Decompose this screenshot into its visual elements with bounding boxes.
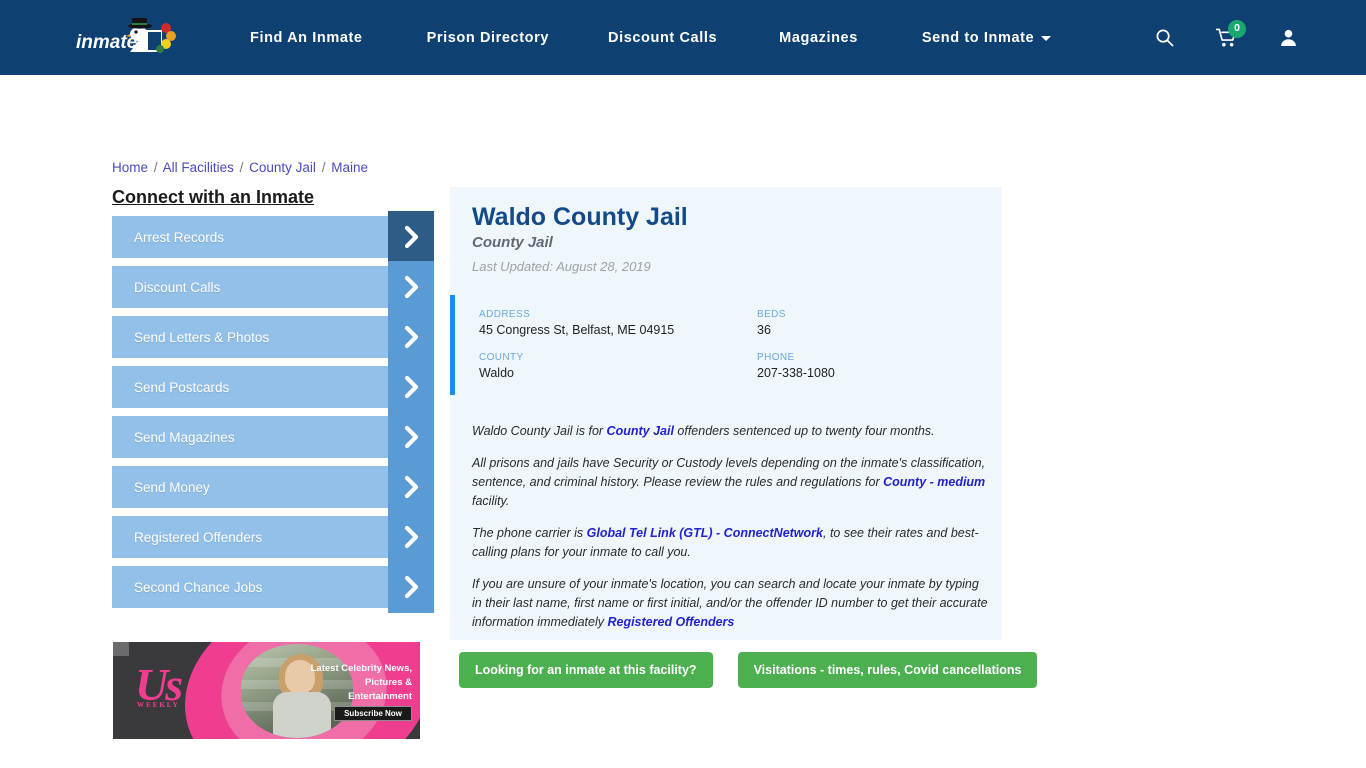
breadcrumb-separator: / [153, 160, 158, 175]
sidebar-item-label: Arrest Records [134, 229, 225, 245]
ad-photo [241, 644, 353, 738]
sidebar-item-send-postcards[interactable]: Send Postcards [112, 361, 434, 413]
nav-link-send-to-inmate-label: Send to Inmate [921, 29, 1035, 46]
sidebar-item-second-chance-jobs[interactable]: Second Chance Jobs [112, 561, 434, 613]
field-label: PHONE [757, 352, 795, 363]
field-value: Waldo [479, 366, 514, 380]
sidebar-title: Connect with an Inmate [112, 187, 315, 207]
nav-link-send-to-inmate[interactable]: Send to Inmate [921, 29, 1052, 46]
cart-badge-count: 0 [1228, 19, 1246, 38]
ad-logo-us-weekly: Us WEEKLY [135, 659, 183, 710]
chevron-right-icon[interactable] [388, 511, 434, 563]
sidebar-item-label: Second Chance Jobs [134, 579, 263, 595]
paragraph-text: Waldo County Jail is for [472, 424, 607, 438]
paragraph-text: If you are unsure of your inmate's locat… [472, 577, 988, 629]
user-icon[interactable] [1268, 18, 1308, 58]
sidebar-item-label: Send Postcards [134, 379, 230, 395]
breadcrumb: Home / All Facilities / County Jail / Ma… [112, 160, 368, 175]
field-value: 45 Congress St, Belfast, ME 04915 [479, 323, 675, 337]
breadcrumb-item-county-jail[interactable]: County Jail [249, 160, 316, 175]
field-value: 207-338-1080 [757, 366, 835, 380]
inline-link[interactable]: County - medium [883, 475, 986, 489]
facility-paragraph: If you are unsure of your inmate's locat… [472, 575, 992, 632]
chevron-down-icon [1041, 36, 1052, 41]
field-label: BEDS [757, 309, 786, 320]
facility-card: Waldo County Jail County Jail Last Updat… [450, 187, 1002, 640]
paragraph-text: facility. [472, 494, 510, 508]
chevron-right-icon[interactable] [388, 411, 434, 463]
nav-link-prison-directory[interactable]: Prison Directory [426, 29, 550, 46]
facility-paragraph: The phone carrier is Global Tel Link (GT… [472, 524, 992, 562]
page-body: Home / All Facilities / County Jail / Ma… [0, 75, 1366, 768]
sidebar-item-discount-calls[interactable]: Discount Calls [112, 261, 434, 313]
sidebar-item-send-money[interactable]: Send Money [112, 461, 434, 513]
facility-action-buttons: Looking for an inmate at this facility? … [459, 652, 1038, 688]
breadcrumb-item-maine[interactable]: Maine [331, 160, 368, 175]
cart-icon[interactable]: 0 [1206, 18, 1246, 58]
facility-field-beds: BEDS 36 [757, 309, 979, 337]
ad-corner-marker [113, 642, 129, 656]
ad-headline: Latest Celebrity News, Pictures & Entert… [310, 663, 412, 702]
sidebar-item-arrest-records[interactable]: Arrest Records [112, 211, 434, 263]
sidebar-item-label: Send Money [134, 479, 210, 495]
field-value: 36 [757, 323, 771, 337]
breadcrumb-separator: / [321, 160, 326, 175]
top-navbar: inmate Find An Inmate Prison Directory D… [0, 0, 1366, 75]
visitations-button[interactable]: Visitations - times, rules, Covid cancel… [737, 652, 1038, 688]
facility-type: County Jail [472, 234, 553, 251]
breadcrumb-separator: / [239, 160, 244, 175]
facility-description: Waldo County Jail is for County Jail off… [472, 422, 992, 645]
accent-bar [450, 295, 455, 395]
inline-link[interactable]: Global Tel Link (GTL) - ConnectNetwork [586, 526, 823, 540]
ad-logo-text: Us [135, 659, 183, 710]
inmateaid-logo[interactable]: inmate [76, 16, 188, 60]
chevron-right-icon[interactable] [388, 261, 434, 313]
facility-info-grid: ADDRESS 45 Congress St, Belfast, ME 0491… [479, 309, 979, 380]
advertisement-banner[interactable]: Us WEEKLY Latest Celebrity News, Picture… [113, 642, 420, 739]
inline-link[interactable]: Registered Offenders [607, 615, 735, 629]
breadcrumb-item-all-facilities[interactable]: All Facilities [162, 160, 234, 175]
field-label: COUNTY [479, 352, 524, 363]
main-nav: Find An Inmate Prison Directory Discount… [250, 0, 1052, 75]
facility-last-updated: Last Updated: August 28, 2019 [472, 259, 651, 274]
paragraph-text: offenders sentenced up to twenty four mo… [673, 424, 935, 438]
ad-logo-subtext: WEEKLY [137, 701, 180, 709]
nav-link-find-an-inmate[interactable]: Find An Inmate [250, 29, 363, 46]
looking-for-inmate-button[interactable]: Looking for an inmate at this facility? [459, 652, 713, 688]
chevron-right-icon[interactable] [388, 311, 434, 363]
nav-link-discount-calls[interactable]: Discount Calls [608, 29, 718, 46]
search-icon[interactable] [1144, 18, 1184, 58]
facility-info-block: ADDRESS 45 Congress St, Belfast, ME 0491… [450, 295, 1002, 395]
facility-name: Waldo County Jail [472, 203, 688, 231]
sidebar-item-send-magazines[interactable]: Send Magazines [112, 411, 434, 463]
chevron-right-icon[interactable] [388, 211, 434, 263]
facility-field-county: COUNTY Waldo [479, 352, 757, 380]
sidebar-item-label: Discount Calls [134, 279, 221, 295]
paragraph-text: The phone carrier is [472, 526, 587, 540]
chevron-right-icon[interactable] [388, 461, 434, 513]
chevron-right-icon[interactable] [388, 361, 434, 413]
sidebar-menu: Arrest Records Discount Calls Send Lette… [112, 211, 434, 616]
chevron-right-icon[interactable] [388, 561, 434, 613]
facility-paragraph: Waldo County Jail is for County Jail off… [472, 422, 992, 441]
paragraph-text: , to see their rates and best-calling pl… [472, 526, 979, 559]
sidebar-item-label: Send Magazines [134, 429, 235, 445]
paragraph-text: All prisons and jails have Security or C… [472, 456, 986, 489]
svg-text:inmate: inmate [76, 32, 138, 53]
sidebar-item-label: Send Letters & Photos [134, 329, 270, 345]
field-label: ADDRESS [479, 309, 531, 320]
sidebar-item-registered-offenders[interactable]: Registered Offenders [112, 511, 434, 563]
facility-field-phone: PHONE 207-338-1080 [757, 352, 979, 380]
inline-link[interactable]: County Jail [606, 424, 674, 438]
ad-subscribe-button[interactable]: Subscribe Now [334, 706, 412, 721]
facility-field-address: ADDRESS 45 Congress St, Belfast, ME 0491… [479, 309, 757, 337]
nav-icon-group: 0 [1144, 0, 1308, 75]
breadcrumb-item-home[interactable]: Home [112, 160, 149, 175]
nav-link-magazines[interactable]: Magazines [779, 29, 858, 46]
sidebar-item-label: Registered Offenders [134, 529, 263, 545]
sidebar-item-send-letters-photos[interactable]: Send Letters & Photos [112, 311, 434, 363]
facility-paragraph: All prisons and jails have Security or C… [472, 454, 992, 511]
